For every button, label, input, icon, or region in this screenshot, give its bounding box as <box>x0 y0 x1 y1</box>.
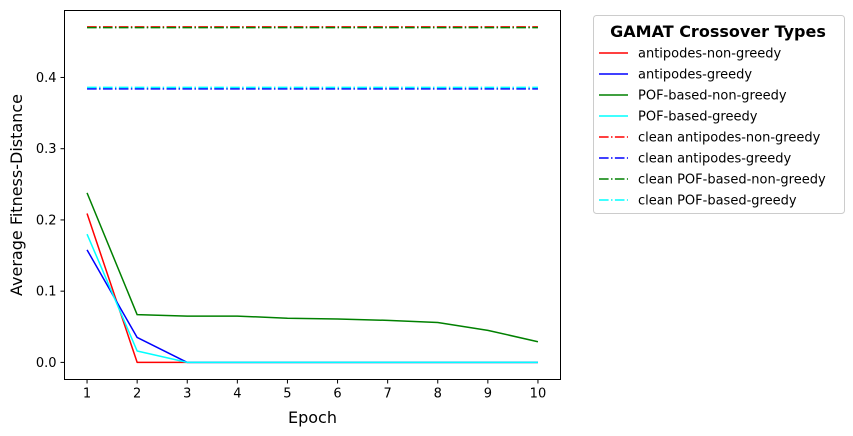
x-tick-label: 7 <box>384 387 392 402</box>
y-tick-label: 0.1 <box>36 285 57 300</box>
legend-entry-label: clean antipodes-greedy <box>638 152 791 167</box>
y-axis-label: Average Fitness-Distance <box>7 94 26 296</box>
y-tick-label: 0.2 <box>36 213 57 228</box>
x-tick-label: 6 <box>333 387 341 402</box>
series-line-pof-based-non-greedy <box>86 192 539 343</box>
y-tick-label: 0.4 <box>36 71 57 86</box>
series-line-antipodes-non-greedy <box>86 213 538 364</box>
y-axis: 0.0 0.1 0.2 0.3 0.4 <box>36 71 65 371</box>
legend-title: GAMAT Crossover Types <box>610 22 826 41</box>
x-tick-label: 3 <box>183 387 191 402</box>
legend-entry-label: POF-based-greedy <box>638 110 758 125</box>
legend-entry-label: clean POF-based-greedy <box>638 194 797 209</box>
x-tick-label: 8 <box>434 387 442 402</box>
legend-entry-label: clean POF-based-non-greedy <box>638 173 826 188</box>
x-tick-label: 5 <box>283 387 291 402</box>
x-tick-label: 2 <box>133 387 141 402</box>
legend-entry-label: antipodes-non-greedy <box>638 47 782 62</box>
x-tick-label: 4 <box>233 387 241 402</box>
y-tick-label: 0.3 <box>36 142 57 157</box>
legend: GAMAT Crossover Types antipodes-non-gree… <box>593 15 845 214</box>
y-tick-label: 0.0 <box>36 356 57 371</box>
legend-entry-label: POF-based-non-greedy <box>638 89 787 104</box>
plot-series-group <box>86 26 539 364</box>
x-tick-label: 10 <box>530 387 547 402</box>
legend-box <box>593 15 845 214</box>
x-tick-label: 9 <box>484 387 492 402</box>
series-line-antipodes-greedy <box>86 249 538 364</box>
x-axis-label: Epoch <box>288 408 337 427</box>
plot-frame <box>64 10 561 380</box>
x-axis: 1 2 3 4 5 6 7 8 9 10 <box>83 379 547 402</box>
series-line-pof-based-greedy <box>86 233 538 364</box>
legend-entry-label: clean antipodes-non-greedy <box>638 131 821 146</box>
legend-entry-label: antipodes-greedy <box>638 68 752 83</box>
x-tick-label: 1 <box>83 387 91 402</box>
